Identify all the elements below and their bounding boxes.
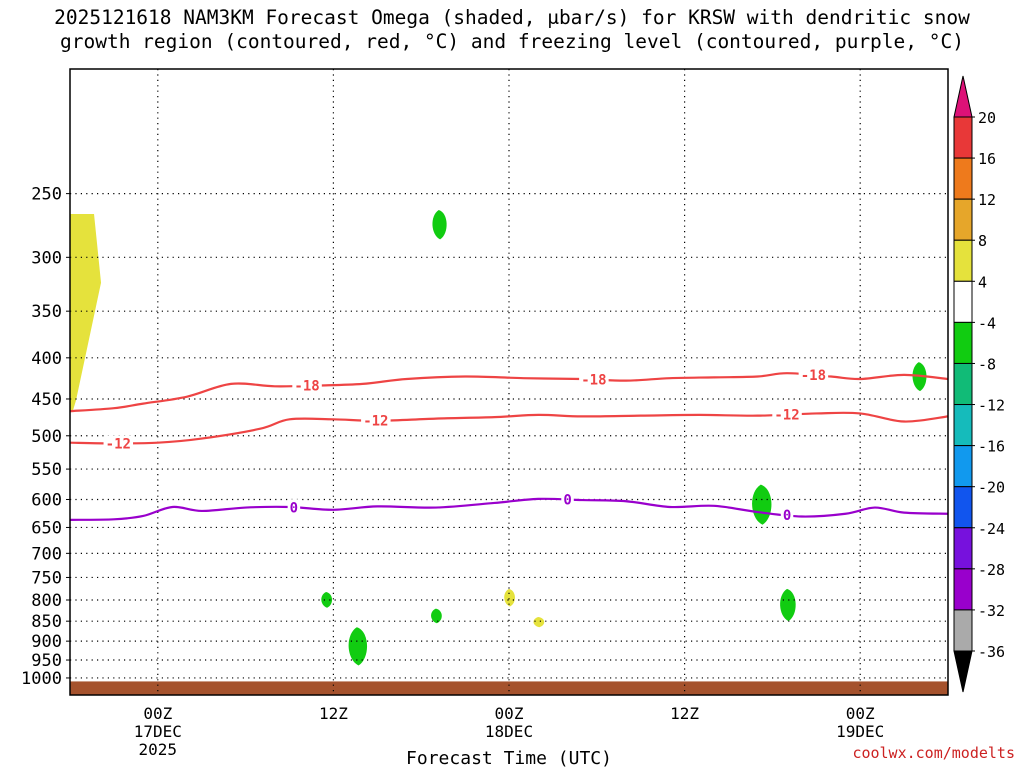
colorbar-bottom-arrow [953,650,973,693]
contour-line [69,497,949,521]
colorbar-segment [953,362,973,406]
contour-label: -12 [363,414,388,430]
contour-label-bg [772,406,802,423]
colorbar-label: -32 [978,602,1005,620]
terrain-strip [70,681,948,695]
contour-label-bg [292,377,322,394]
contour-label-bg [103,435,134,452]
omega-shading [70,209,948,695]
x-tick-label: 12Z [670,704,699,723]
contour-label: 0 [290,500,298,516]
omega-region [348,627,368,666]
x-tick-year: 2025 [139,740,178,759]
omega-region [432,209,447,240]
contour-label: 0 [563,493,571,509]
title-line-1: 2025121618 NAM3KM Forecast Omega (shaded… [54,6,970,29]
y-tick-label: 1000 [21,669,62,689]
contour-label-bg [361,412,391,429]
y-tick-label: 800 [31,591,62,611]
y-tick-label: 950 [31,651,62,671]
contour-label: -18 [581,372,606,388]
contour-line [69,411,949,445]
y-tick-label: 700 [31,544,62,564]
title-line-2: growth region (contoured, red, °C) and f… [60,30,964,53]
x-tick-label: 12Z [319,704,348,723]
colorbar-label: 16 [978,150,996,168]
x-tick-date: 19DEC [836,722,884,741]
colorbar-segment [953,280,973,323]
omega-region [321,592,333,608]
x-tick-label: 00Z [846,704,875,723]
colorbar: 20 16 12 8 4 -4 -8 -12 -16 -20 -24 -28 -32 -36 [953,75,1005,693]
contour-label: 0 [783,508,791,524]
x-tick-date: 18DEC [485,722,533,741]
temperature-contours: -18 -18 -18 -12 -12 -12 0 0 0 [69,367,949,524]
colorbar-segment [953,486,973,529]
colorbar-label: -24 [978,520,1005,538]
plot-frame [69,68,949,696]
omega-region [533,617,545,628]
y-tick-label: 600 [31,490,62,510]
contour-label-bg [561,491,574,508]
colorbar-label: -12 [978,397,1005,415]
contour-label: -18 [801,368,826,384]
colorbar-label: -8 [978,355,996,373]
colorbar-label: 4 [978,273,987,291]
contour-label: -18 [294,379,319,395]
colorbar-segment [953,116,973,159]
colorbar-segment [953,198,973,241]
colorbar-label: 20 [978,109,996,127]
x-axis-label: Forecast Time (UTC) [406,748,612,768]
omega-region [431,608,442,624]
y-tick-label: 400 [31,349,62,369]
y-tick-label: 850 [31,612,62,632]
chart-title: 2025121618 NAM3KM Forecast Omega (shaded… [0,6,1024,54]
y-tick-label: 750 [31,568,62,588]
x-tick-label: 00Z [495,704,524,723]
y-tick-label: 250 [31,185,62,205]
x-tick-label: 00Z [143,704,172,723]
contour-label-bg [798,367,829,384]
axes: 2503003504004505005506006507007508008509… [21,68,949,759]
y-tick-label: 550 [31,460,62,480]
contour-label: -12 [106,436,131,452]
colorbar-label: -20 [978,479,1005,497]
colorbar-segment [953,609,973,652]
colorbar-segment [953,321,973,364]
colorbar-segment [953,157,973,200]
contour-label-bg [579,371,609,388]
colorbar-segment [953,239,973,282]
colorbar-label: 12 [978,191,996,209]
colorbar-segment [953,568,973,611]
watermark: coolwx.com/modelts [852,744,1015,762]
y-tick-label: 650 [31,518,62,538]
colorbar-label: -28 [978,561,1005,579]
contour-label-bg [780,507,794,524]
y-tick-label: 450 [31,390,62,410]
contour-label: -12 [774,408,799,424]
omega-region [780,588,796,622]
colorbar-segment [953,445,973,488]
colorbar-label: 8 [978,232,987,250]
colorbar-label: -4 [978,314,996,332]
colorbar-segment [953,527,973,570]
omega-region [752,484,772,525]
y-tick-label: 300 [31,248,62,268]
y-tick-label: 350 [31,302,62,322]
y-tick-label: 500 [31,427,62,447]
omega-region [504,588,515,607]
contour-label-bg [287,499,301,516]
colorbar-top-arrow [953,75,973,118]
colorbar-segment [953,404,973,447]
omega-region [70,213,102,411]
y-tick-label: 900 [31,632,62,652]
x-tick-date: 17DEC [134,722,182,741]
colorbar-label: -36 [978,643,1005,661]
colorbar-label: -16 [978,438,1005,456]
